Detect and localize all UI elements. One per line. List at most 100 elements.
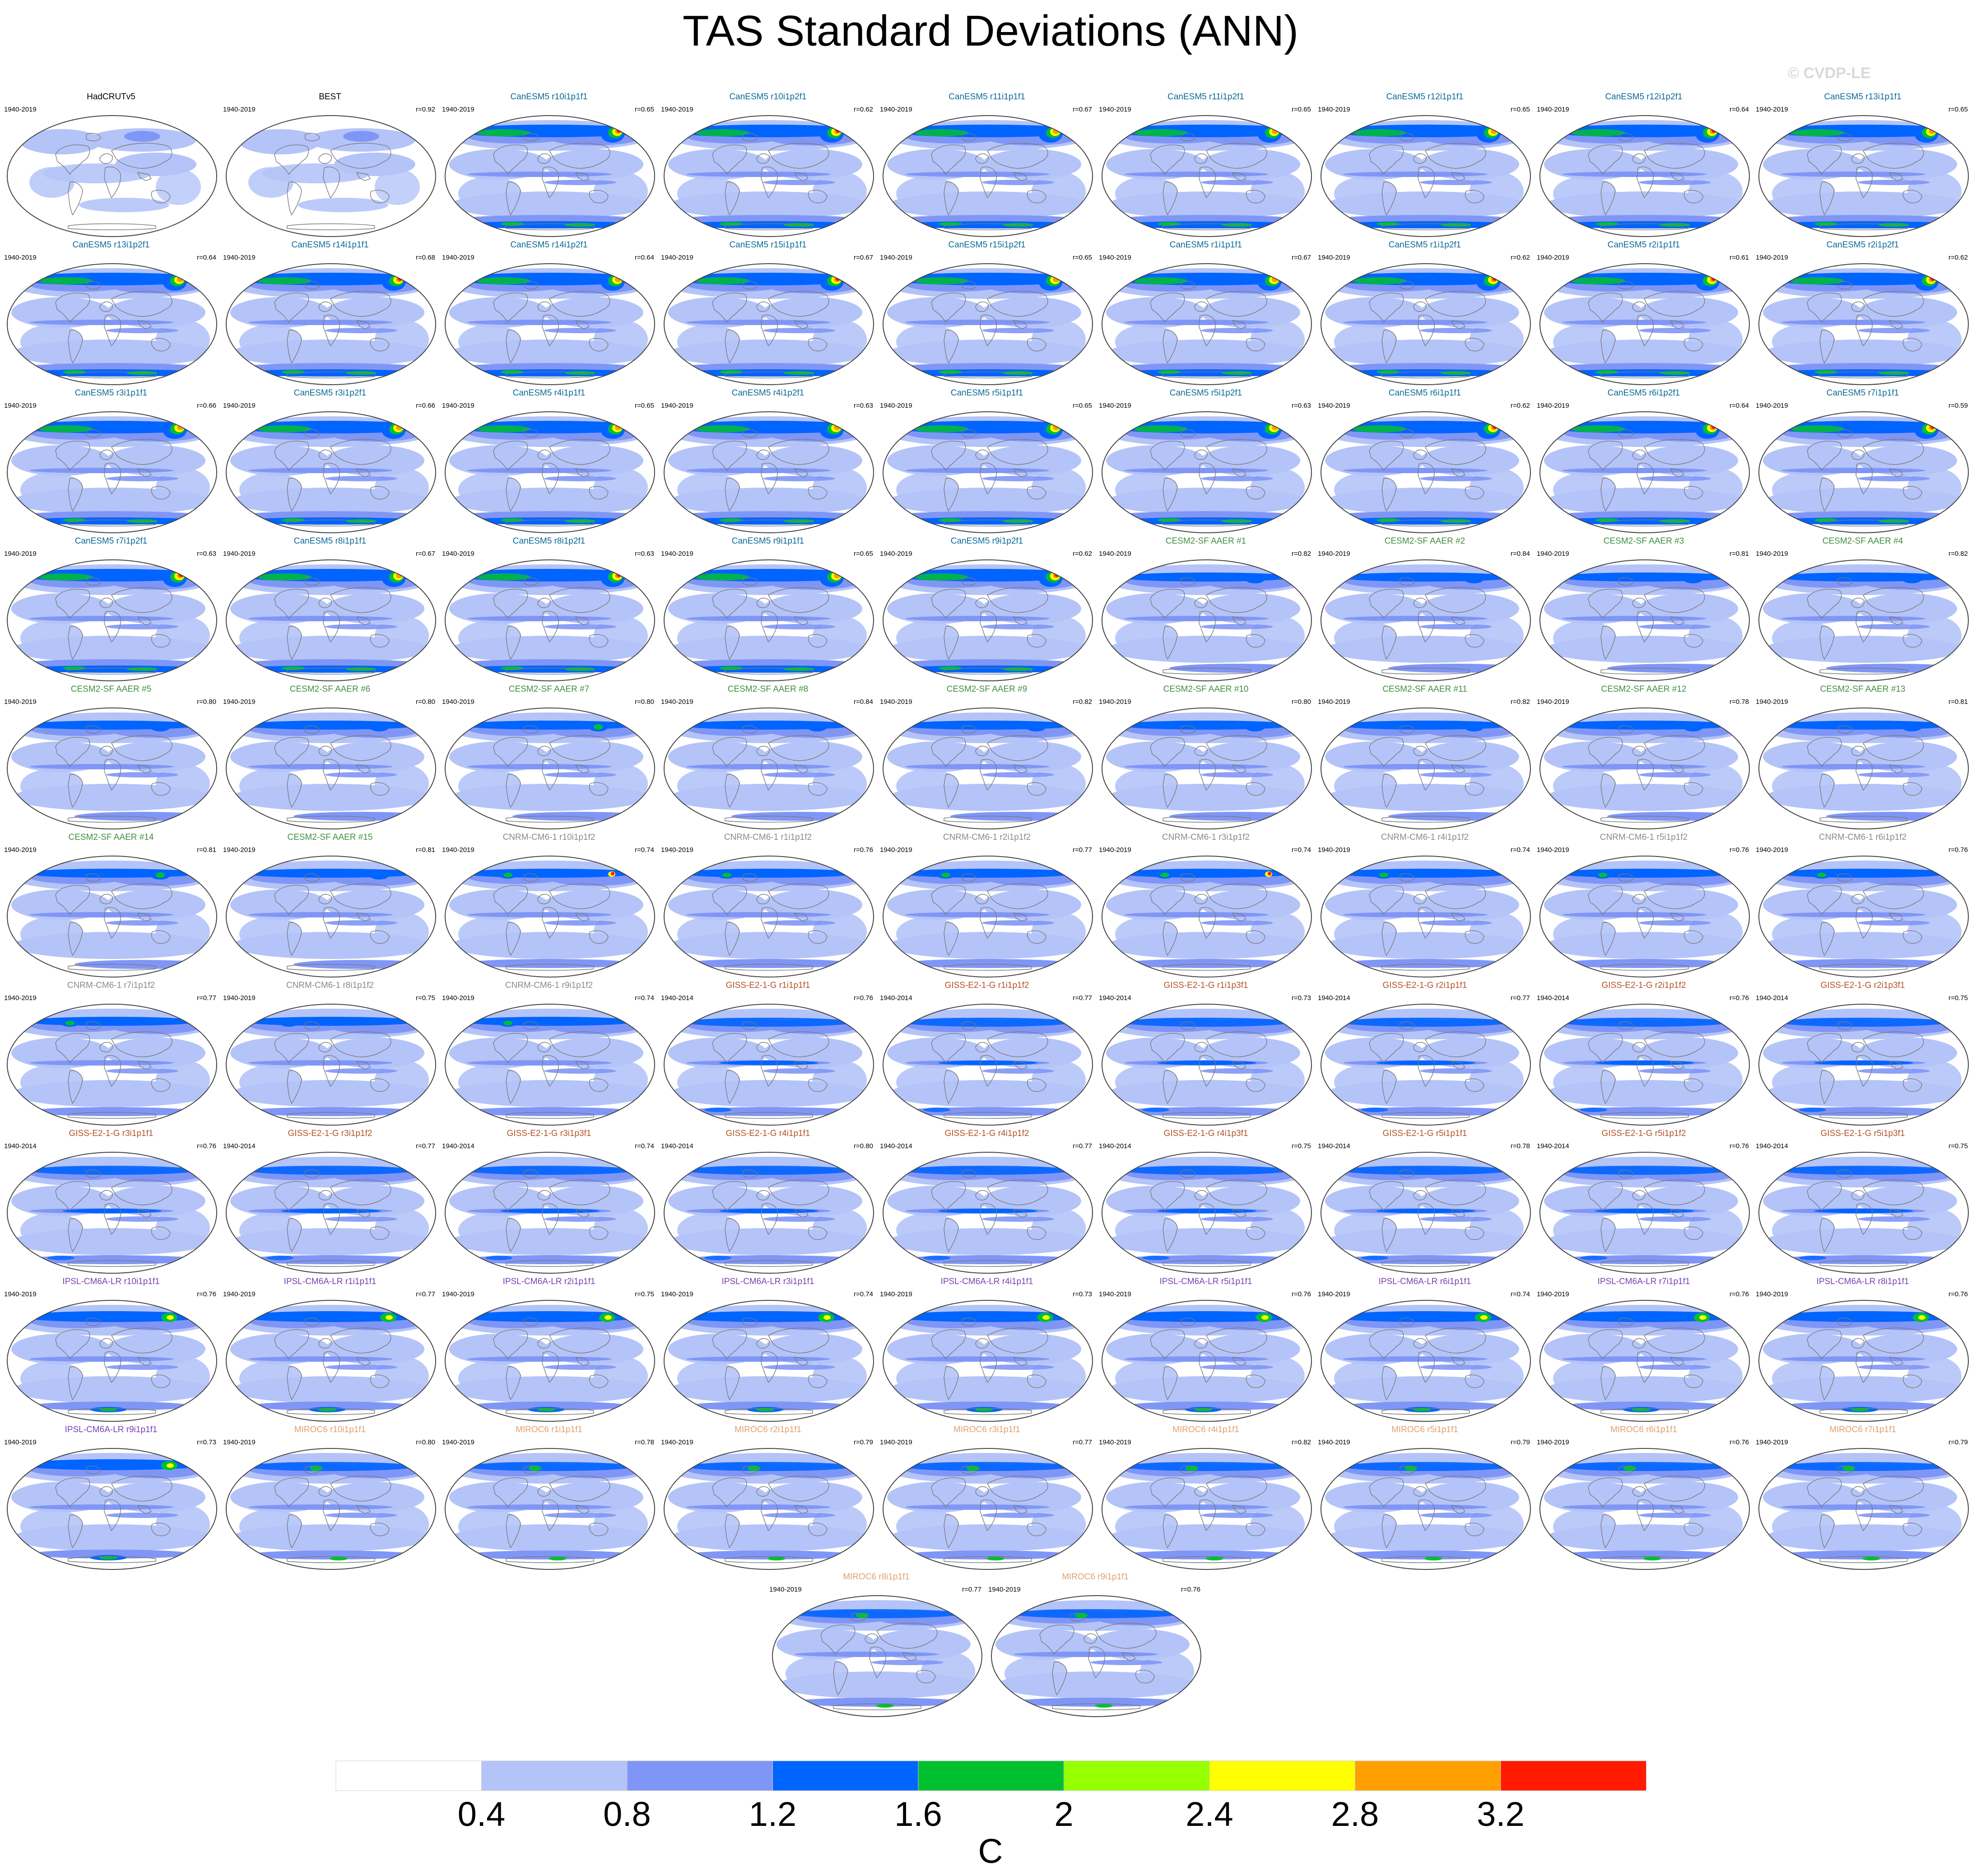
- map-plot: [883, 1004, 1093, 1126]
- panel-years: 1940-2019: [880, 846, 912, 854]
- map-panel: CESM2-SF AAER #9 1940-2019 r=0.82: [878, 684, 1096, 833]
- panel-correlation: r=0.73: [1073, 1290, 1092, 1298]
- map-panel: MIROC6 r2i1p1f1 1940-2019 r=0.79: [659, 1425, 877, 1573]
- map-plot: [7, 559, 217, 681]
- panel-years: 1940-2014: [1318, 1142, 1350, 1150]
- panel-years: 1940-2019: [1099, 698, 1131, 706]
- panel-years: 1940-2019: [1318, 1290, 1350, 1298]
- panel-correlation: r=0.62: [1511, 254, 1530, 261]
- panel-years: 1940-2019: [1537, 550, 1569, 558]
- panel-correlation: r=0.77: [962, 1586, 981, 1593]
- panel-correlation: r=0.82: [1073, 698, 1092, 706]
- map-plot: [883, 1152, 1093, 1274]
- panel-correlation: r=0.65: [1948, 106, 1968, 113]
- panel-correlation: r=0.75: [1948, 1142, 1968, 1150]
- panel-title: CanESM5 r6i1p1f1: [1388, 388, 1461, 398]
- map-panel: GISS-E2-1-G r3i1p1f2 1940-2014 r=0.77: [221, 1129, 439, 1277]
- colorbar-swatch: [335, 1760, 482, 1791]
- map-panel: GISS-E2-1-G r5i1p1f2 1940-2014 r=0.76: [1535, 1129, 1753, 1277]
- panel-title: CNRM-CM6-1 r3i1p1f2: [1162, 833, 1250, 842]
- panel-title: HadCRUTv5: [87, 92, 135, 102]
- panel-title: CanESM5 r5i1p2f1: [1169, 388, 1242, 398]
- map-panel: CanESM5 r8i1p2f1 1940-2019 r=0.63: [440, 536, 658, 684]
- colorbar-units: C: [978, 1832, 1003, 1871]
- panel-years: 1940-2019: [442, 1290, 474, 1298]
- panel-correlation: r=0.77: [1073, 1142, 1092, 1150]
- figure-title: TAS Standard Deviations (ANN): [682, 7, 1299, 55]
- map-panel: CanESM5 r15i1p2f1 1940-2019 r=0.65: [878, 240, 1096, 388]
- map-plot: [664, 1004, 874, 1126]
- panel-years: 1940-2014: [1537, 1142, 1569, 1150]
- map-plot: [1102, 1152, 1312, 1274]
- map-panel: CESM2-SF AAER #13 1940-2019 r=0.81: [1754, 684, 1972, 833]
- panel-correlation: r=0.80: [854, 1142, 873, 1150]
- panel-correlation: r=0.59: [1948, 402, 1968, 410]
- panel-correlation: r=0.92: [416, 106, 435, 113]
- map-plot: [7, 856, 217, 978]
- panel-title: CanESM5 r13i1p1f1: [1824, 92, 1902, 102]
- panel-correlation: r=0.62: [1511, 402, 1530, 410]
- panel-title: MIROC6 r1i1p1f1: [516, 1425, 582, 1434]
- panel-title: GISS-E2-1-G r2i1p1f2: [1601, 981, 1686, 990]
- panel-correlation: r=0.82: [1292, 1438, 1311, 1446]
- map-plot: [1102, 263, 1312, 385]
- panel-years: 1940-2019: [1756, 1438, 1788, 1446]
- panel-years: 1940-2019: [880, 254, 912, 261]
- panel-title: IPSL-CM6A-LR r10i1p1f1: [62, 1277, 160, 1286]
- map-plot: [1539, 1448, 1750, 1570]
- panel-correlation: r=0.73: [1292, 994, 1311, 1002]
- map-plot: [445, 1300, 655, 1422]
- panel-years: 1940-2014: [442, 1142, 474, 1150]
- panel-correlation: r=0.65: [1511, 106, 1530, 113]
- panel-correlation: r=0.79: [1511, 1438, 1530, 1446]
- map-panel: CNRM-CM6-1 r9i1p1f2 1940-2019 r=0.74: [440, 981, 658, 1129]
- map-plot: [1102, 1300, 1312, 1422]
- map-panel: CanESM5 r8i1p1f1 1940-2019 r=0.67: [221, 536, 439, 684]
- panel-correlation: r=0.75: [635, 1290, 654, 1298]
- panel-title: CNRM-CM6-1 r6i1p1f2: [1818, 833, 1907, 842]
- panel-correlation: r=0.77: [1073, 994, 1092, 1002]
- panel-years: 1940-2019: [1099, 846, 1131, 854]
- panel-correlation: r=0.65: [854, 550, 873, 558]
- colorbar-tick-label: 2: [1054, 1795, 1073, 1834]
- panel-title: CanESM5 r11i1p2f1: [1167, 92, 1244, 102]
- map-panel: CNRM-CM6-1 r6i1p1f2 1940-2019 r=0.76: [1754, 833, 1972, 981]
- panel-correlation: r=0.64: [1730, 106, 1749, 113]
- panel-correlation: r=0.77: [416, 1142, 435, 1150]
- colorbar-swatch: [918, 1760, 1064, 1791]
- panel-title: MIROC6 r9i1p1f1: [1062, 1572, 1129, 1582]
- map-plot: [883, 411, 1093, 533]
- panel-title: GISS-E2-1-G r1i1p1f2: [944, 981, 1029, 990]
- panel-title: CESM2-SF AAER #12: [1601, 684, 1687, 694]
- map-panel: CanESM5 r7i1p2f1 1940-2019 r=0.63: [2, 536, 220, 684]
- panel-correlation: r=0.80: [416, 698, 435, 706]
- colorbar-tick-label: 2.8: [1331, 1795, 1379, 1834]
- panel-years: 1940-2019: [223, 106, 256, 113]
- panel-years: 1940-2019: [223, 550, 256, 558]
- map-panel: CESM2-SF AAER #6 1940-2019 r=0.80: [221, 684, 439, 833]
- panel-correlation: r=0.76: [1730, 1438, 1749, 1446]
- panel-correlation: r=0.81: [1948, 698, 1968, 706]
- map-plot: [7, 1004, 217, 1126]
- panel-correlation: r=0.77: [197, 994, 216, 1002]
- map-plot: [7, 1152, 217, 1274]
- panel-correlation: r=0.76: [1730, 1290, 1749, 1298]
- map-panel: CNRM-CM6-1 r3i1p1f2 1940-2019 r=0.74: [1097, 833, 1315, 981]
- map-panel: CanESM5 r12i1p1f1 1940-2019 r=0.65: [1316, 92, 1534, 240]
- panel-years: 1940-2019: [1537, 254, 1569, 261]
- panel-title: IPSL-CM6A-LR r1i1p1f1: [284, 1277, 377, 1286]
- panel-correlation: r=0.80: [416, 1438, 435, 1446]
- panel-title: CESM2-SF AAER #11: [1382, 684, 1467, 694]
- map-panel: CanESM5 r5i1p2f1 1940-2019 r=0.63: [1097, 388, 1315, 536]
- panel-title: CNRM-CM6-1 r8i1p1f2: [286, 981, 374, 990]
- panel-correlation: r=0.74: [1511, 846, 1530, 854]
- panel-years: 1940-2019: [1537, 1290, 1569, 1298]
- panel-years: 1940-2019: [880, 550, 912, 558]
- panel-years: 1940-2019: [442, 254, 474, 261]
- panel-title: CNRM-CM6-1 r5i1p1f2: [1600, 833, 1688, 842]
- panel-years: 1940-2019: [1537, 698, 1569, 706]
- panel-title: CESM2-SF AAER #5: [70, 684, 152, 694]
- map-plot: [1321, 263, 1531, 385]
- panel-title: GISS-E2-1-G r4i1p1f1: [725, 1129, 810, 1138]
- map-plot: [1758, 115, 1969, 237]
